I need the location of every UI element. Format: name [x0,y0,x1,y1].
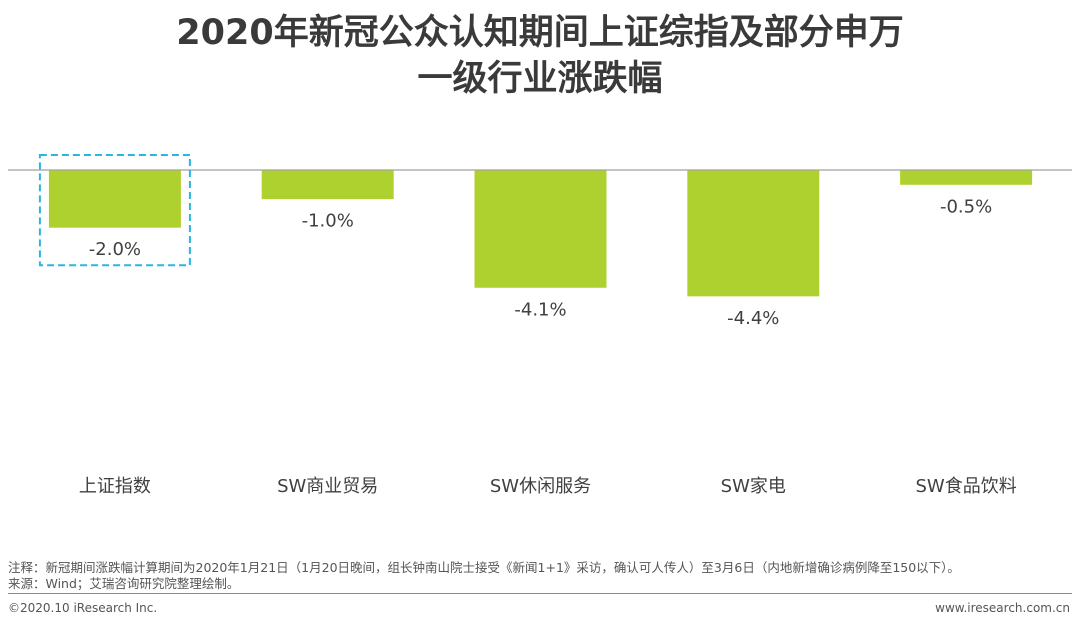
bar-4 [900,170,1033,185]
bar-chart: -2.0% 上证指数 -1.0% SW商业贸易 -4.1% SW休闲服务 -4.4% SW家电… [8,154,1072,497]
chart-source: 来源：Wind；艾瑞咨询研究院整理绘制。 [8,576,240,591]
footer-copyright: ©2020.10 iResearch Inc. [8,601,158,615]
footer-divider [8,593,1072,594]
data-label-3: -4.4% [727,308,779,329]
category-label-1: SW商业贸易 [277,476,378,497]
data-label-0: -2.0% [89,239,141,260]
data-label-1: -1.0% [302,211,354,232]
chart-title-line2: 一级行业涨跌幅 [417,59,663,99]
bar-0 [48,170,181,228]
chart-title-line1: 2020年新冠公众认知期间上证综指及部分申万 [176,13,904,53]
category-label-0: 上证指数 [79,476,151,497]
bar-2 [474,170,607,288]
highlight-box [38,154,191,267]
footer-website: www.iresearch.com.cn [935,601,1070,615]
data-label-2: -4.1% [514,299,566,320]
chart-title: 2020年新冠公众认知期间上证综指及部分申万 一级行业涨跌幅 [0,10,1080,102]
bar-1 [261,170,394,200]
chart-note: 注释：新冠期间涨跌幅计算期间为2020年1月21日（1月20日晚间，组长钟南山院… [8,560,960,575]
category-label-2: SW休闲服务 [490,476,591,497]
data-label-4: -0.5% [940,196,992,217]
category-label-4: SW食品饮料 [915,476,1016,497]
bar-3 [687,170,820,297]
category-label-3: SW家电 [721,476,786,497]
